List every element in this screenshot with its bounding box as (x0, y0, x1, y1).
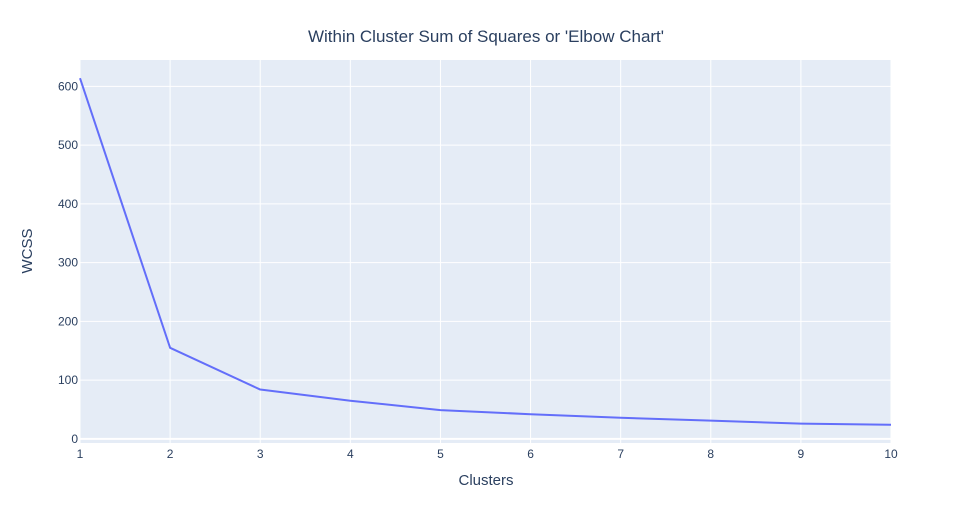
chart-title: Within Cluster Sum of Squares or 'Elbow … (308, 27, 664, 46)
series-layer (79, 77, 892, 426)
y-tick-label: 400 (58, 197, 78, 211)
y-tick-label: 300 (58, 256, 78, 270)
y-axis-title: WCSS (19, 229, 36, 274)
y-tick-label: 100 (58, 373, 78, 387)
x-tick-label: 9 (798, 447, 805, 461)
y-tick-label: 200 (58, 314, 78, 328)
plot-area (80, 60, 891, 443)
y-tick-label: 0 (71, 432, 78, 446)
x-tick-label: 2 (167, 447, 174, 461)
y-tick-label: 500 (58, 138, 78, 152)
x-tick-label: 10 (884, 447, 898, 461)
x-tick-label: 6 (527, 447, 534, 461)
gridlines (79, 60, 892, 443)
x-tick-label: 3 (257, 447, 264, 461)
x-axis-ticks: 1 2 3 4 5 6 7 8 9 10 (77, 447, 898, 461)
x-tick-label: 8 (707, 447, 714, 461)
series-line (79, 77, 892, 426)
y-axis-ticks: 0 100 200 300 400 500 600 (58, 79, 78, 445)
x-tick-label: 4 (347, 447, 354, 461)
x-tick-label: 1 (77, 447, 84, 461)
y-tick-label: 600 (58, 79, 78, 93)
x-tick-label: 7 (617, 447, 624, 461)
x-tick-label: 5 (437, 447, 444, 461)
x-axis-title: Clusters (458, 472, 513, 489)
